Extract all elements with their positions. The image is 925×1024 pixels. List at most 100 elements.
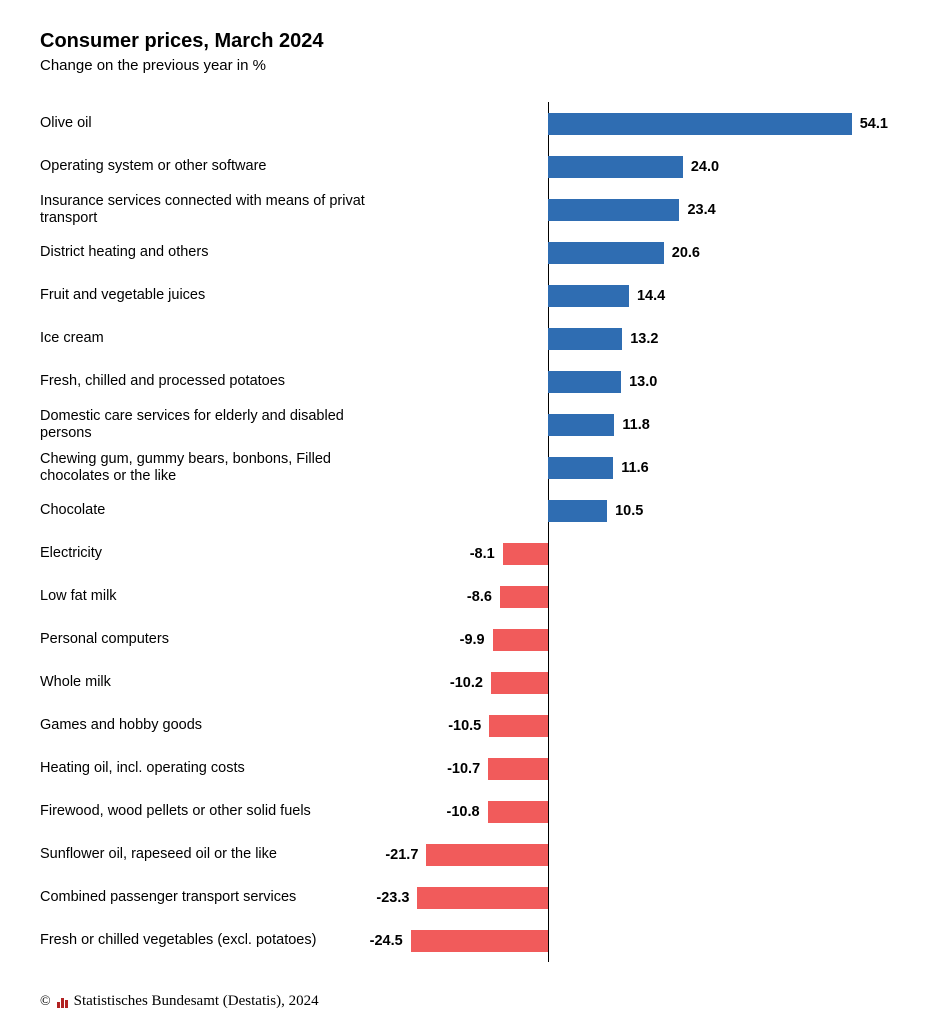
zero-axis (548, 833, 549, 876)
bar (488, 801, 549, 823)
bar-label: Operating system or other software (40, 158, 380, 175)
bar (500, 586, 548, 608)
bar-row: Chewing gum, gummy bears, bonbons, Fille… (40, 446, 885, 489)
bar-plot-area: -10.2 (380, 661, 885, 704)
bar-value: -9.9 (460, 632, 485, 648)
zero-axis (548, 876, 549, 919)
bar-value: 23.4 (687, 202, 715, 218)
bar-value: -24.5 (370, 933, 403, 949)
bar-value: -10.7 (447, 761, 480, 777)
bar-plot-area: -10.8 (380, 790, 885, 833)
bar (426, 844, 548, 866)
zero-axis (548, 790, 549, 833)
bar-plot-area: 11.6 (380, 446, 885, 489)
bar-label: Low fat milk (40, 588, 380, 605)
bar-value: 13.2 (630, 331, 658, 347)
bar-plot-area: 23.4 (380, 188, 885, 231)
bar (548, 285, 629, 307)
bar-label: Games and hobby goods (40, 717, 380, 734)
bar-row: Low fat milk -8.6 (40, 575, 885, 618)
chart-subtitle: Change on the previous year in % (40, 57, 885, 74)
bar-label: Whole milk (40, 674, 380, 691)
bar-plot-area: -10.7 (380, 747, 885, 790)
zero-axis (548, 575, 549, 618)
bar-row: Operating system or other software 24.0 (40, 145, 885, 188)
bar-plot-area: 13.0 (380, 360, 885, 403)
bar-plot-area: 20.6 (380, 231, 885, 274)
bar-value: -10.2 (450, 675, 483, 691)
bar-plot-area: 10.5 (380, 489, 885, 532)
bar (411, 930, 548, 952)
bar-plot-area: 54.1 (380, 102, 885, 145)
bar-plot-area: 14.4 (380, 274, 885, 317)
bar-plot-area: -10.5 (380, 704, 885, 747)
zero-axis (548, 704, 549, 747)
bar-value: -10.5 (448, 718, 481, 734)
bar (548, 199, 679, 221)
footer-text: Statistisches Bundesamt (Destatis), 2024 (74, 993, 319, 1010)
bar (488, 758, 548, 780)
bar-plot-area: 13.2 (380, 317, 885, 360)
bar-value: -8.6 (467, 589, 492, 605)
bar-value: 24.0 (691, 159, 719, 175)
bar-label: Electricity (40, 545, 380, 562)
bar-label: Insurance services connected with means … (40, 193, 380, 226)
zero-axis (548, 618, 549, 661)
bar (417, 887, 548, 909)
bar-plot-area: -9.9 (380, 618, 885, 661)
bar-label: Firewood, wood pellets or other solid fu… (40, 803, 380, 820)
bar-row: District heating and others 20.6 (40, 231, 885, 274)
bar-row: Chocolate 10.5 (40, 489, 885, 532)
bar-row: Ice cream 13.2 (40, 317, 885, 360)
bar (548, 371, 621, 393)
zero-axis (548, 661, 549, 704)
bar (548, 242, 664, 264)
bar (548, 156, 683, 178)
bar-value: -21.7 (385, 847, 418, 863)
bar-row: Domestic care services for elderly and d… (40, 403, 885, 446)
bar-label: Personal computers (40, 631, 380, 648)
bar-row: Electricity-8.1 (40, 532, 885, 575)
bar-value: 13.0 (629, 374, 657, 390)
bar-label: Fresh, chilled and processed potatoes (40, 373, 380, 390)
bar-plot-area: -8.1 (380, 532, 885, 575)
bar-row: Fresh, chilled and processed potatoes 13.… (40, 360, 885, 403)
bar-value: -10.8 (447, 804, 480, 820)
bar-value: -23.3 (376, 890, 409, 906)
bar-label: Olive oil (40, 115, 380, 132)
bar-chart: Olive oil 54.1 Operating system or other s… (40, 102, 885, 962)
bar (548, 457, 613, 479)
bar-label: Sunflower oil, rapeseed oil or the like (40, 846, 380, 863)
bar-plot-area: -23.3 (380, 876, 885, 919)
bar-value: 10.5 (615, 503, 643, 519)
bar-plot-area: -24.5 (380, 919, 885, 962)
bar-value: 11.6 (621, 460, 648, 476)
bar-value: 11.8 (622, 417, 649, 433)
copyright-symbol: © (40, 994, 51, 1010)
bar (548, 328, 622, 350)
bar (493, 629, 549, 651)
bar-label: District heating and others (40, 244, 380, 261)
bar-row: Fruit and vegetable juices14.4 (40, 274, 885, 317)
chart-footer: © Statistisches Bundesamt (Destatis), 20… (40, 993, 319, 1010)
bar-row: Whole milk -10.2 (40, 661, 885, 704)
bar-row: Firewood, wood pellets or other solid fu… (40, 790, 885, 833)
bar-value: 54.1 (860, 116, 888, 132)
bar-row: Heating oil, incl. operating costs-10.7 (40, 747, 885, 790)
bar-label: Chocolate (40, 502, 380, 519)
zero-axis (548, 747, 549, 790)
bar-label: Ice cream (40, 330, 380, 347)
destatis-logo-icon (57, 996, 68, 1008)
bar-value: 20.6 (672, 245, 700, 261)
bar (489, 715, 548, 737)
bar-row: Personal computers -9.9 (40, 618, 885, 661)
bar-plot-area: -8.6 (380, 575, 885, 618)
bar-row: Fresh or chilled vegetables (excl. potat… (40, 919, 885, 962)
bar (503, 543, 548, 565)
bar-row: Games and hobby goods -10.5 (40, 704, 885, 747)
zero-axis (548, 532, 549, 575)
bar-label: Domestic care services for elderly and d… (40, 408, 380, 441)
chart-title: Consumer prices, March 2024 (40, 30, 885, 53)
bar-row: Insurance services connected with means … (40, 188, 885, 231)
bar-value: 14.4 (637, 288, 665, 304)
